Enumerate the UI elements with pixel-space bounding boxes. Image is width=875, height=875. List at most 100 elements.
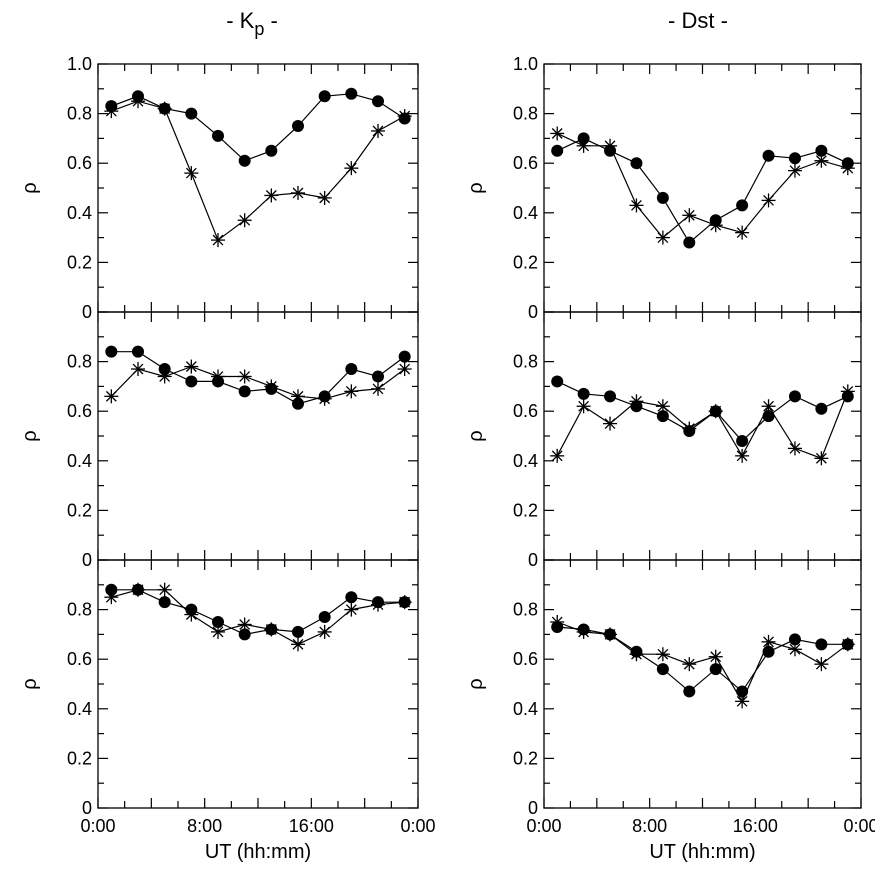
star-stroke [105,390,117,402]
data-point-dot [372,95,384,108]
x-axis-label: UT (hh:mm) [649,841,755,863]
y-tick-label: 0 [82,550,92,570]
star-stroke [239,619,251,630]
star-stroke [265,190,277,201]
data-point-dot [788,633,801,646]
star-stroke [372,599,384,611]
data-point-dot [238,628,251,641]
star-stroke [604,628,616,640]
panel-c1r0: 0 0.2 0.4 0.6 0.8 1.0 ρ [465,54,862,322]
data-point-star [682,208,697,223]
panel-c1r2: 0 0.2 0.4 0.6 0.8 0:00 8:00 16:00 0:00 UT (hh:mm)… [465,559,875,863]
data-point-dot [212,129,224,142]
star-stroke [842,162,854,174]
y-tick-label: 0 [82,302,92,322]
data-point-star [814,451,829,466]
data-point-star [344,602,359,617]
data-point-dot [630,157,643,170]
star-stroke [815,452,827,464]
star-stroke [657,400,669,412]
panel-frame [97,559,419,809]
y-tick-label: 1.0 [67,54,92,74]
star-stroke [710,219,722,231]
y-tick-label: 0.6 [67,153,92,173]
data-point-star [576,399,591,414]
data-point-star [344,384,359,399]
star-stroke [105,591,117,603]
star-stroke [399,363,411,375]
data-point-star [761,193,776,208]
star-stroke [657,232,669,244]
data-point-star [264,188,279,203]
y-tick-label: 0.4 [67,203,92,223]
data-point-dot [105,583,118,596]
data-point-star [603,138,618,153]
series-line-dot [111,93,406,162]
y-tick-label: 0.8 [67,352,92,372]
star-stroke [763,194,774,206]
y-tick-label: 0 [528,550,538,570]
y-tick-label: 0.8 [67,600,92,620]
y-axis-label: ρ [19,678,41,689]
data-point-dot [815,144,828,157]
star-stroke [815,658,827,670]
star-stroke [292,638,304,650]
data-point-star [576,624,591,639]
x-tick-label: 0:00 [400,816,435,836]
star-stroke [789,442,801,454]
data-point-star [629,394,644,409]
y-tick-label: 0.6 [67,649,92,669]
star-stroke [683,423,695,434]
data-point-dot [345,363,358,376]
star-stroke [604,140,616,152]
star-stroke [159,103,171,115]
data-point-dot [788,390,801,403]
data-point-star [184,166,199,181]
panel-frame [543,559,862,809]
y-tick-label: 0.8 [513,600,538,620]
data-point-dot [736,199,749,212]
x-tick-label: 0:00 [843,816,875,836]
data-point-star [371,123,385,138]
data-point-star [397,595,412,610]
data-point-dot [292,625,304,638]
data-point-star [291,637,305,652]
data-point-star [655,230,670,245]
data-point-dot [132,345,144,358]
data-point-star [550,448,565,463]
panels: 0 0.2 0.4 0.6 0.8 1.0 ρ 0 0.2 0.4 0.6 0.8 ρ 0 0.2 0.4 0.… [19,54,875,863]
data-point-star [603,416,618,431]
y-tick-label: 0 [528,302,538,322]
data-point-star [237,369,252,384]
data-point-dot [577,132,590,145]
star-stroke [683,658,695,670]
y-tick-label: 0.4 [513,451,538,471]
data-point-star [761,399,776,414]
y-tick-label: 0.6 [513,649,538,669]
star-stroke [763,400,774,412]
data-point-dot [292,120,304,132]
y-tick-label: 0.4 [513,699,538,719]
star-stroke [842,638,854,650]
column-title-kp-subscript: p [254,19,264,39]
data-point-dot [238,154,251,167]
data-point-star [291,185,305,200]
star-stroke [185,609,197,620]
star-stroke [789,643,801,655]
data-point-dot [656,663,669,676]
data-point-star [131,362,145,377]
star-stroke [239,214,251,226]
data-point-dot [656,191,669,204]
data-point-star [317,391,332,406]
data-point-star [371,597,385,612]
data-point-star [344,161,359,176]
data-point-star [104,389,119,404]
star-stroke [631,395,642,407]
data-point-dot [238,385,251,398]
y-tick-label: 0.8 [513,352,538,372]
data-point-star [655,399,670,414]
data-point-star [840,637,855,652]
star-stroke [736,695,748,707]
x-tick-label: 16:00 [289,816,334,836]
star-stroke [185,361,197,372]
